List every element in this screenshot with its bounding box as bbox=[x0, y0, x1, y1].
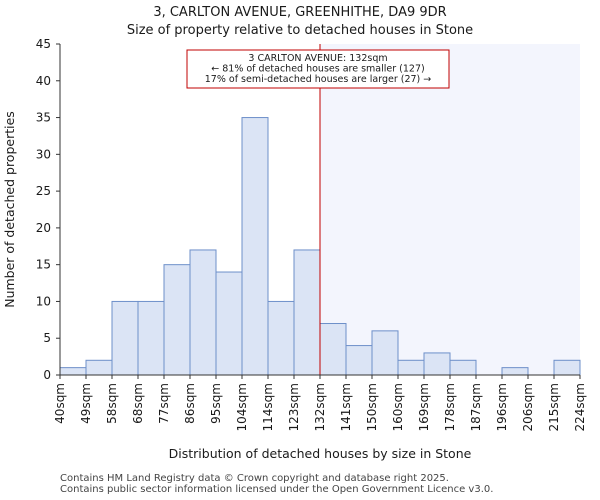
x-tick-label: 123sqm bbox=[287, 383, 301, 431]
bar-123sqm bbox=[293, 249, 321, 376]
x-tick-label: 150sqm bbox=[365, 383, 379, 431]
bar-132sqm bbox=[319, 323, 347, 376]
bar-86sqm bbox=[189, 249, 217, 376]
bar-178sqm bbox=[449, 359, 477, 376]
bar-77sqm bbox=[163, 264, 191, 376]
highlight-region bbox=[320, 44, 580, 375]
bar-95sqm bbox=[215, 271, 243, 376]
bar-150sqm bbox=[371, 330, 399, 376]
x-tick-label: 58sqm bbox=[105, 383, 119, 424]
x-tick-label: 68sqm bbox=[131, 383, 145, 424]
bar-49sqm bbox=[85, 359, 113, 376]
x-tick-label: 160sqm bbox=[391, 383, 405, 431]
chart-subtitle: Size of property relative to detached ho… bbox=[126, 23, 474, 38]
bar-196sqm bbox=[501, 367, 529, 376]
x-axis-title: Distribution of detached houses by size … bbox=[169, 446, 472, 461]
x-tick-label: 132sqm bbox=[313, 383, 327, 431]
y-tick-label: 35 bbox=[36, 111, 51, 125]
x-tick-label: 224sqm bbox=[573, 383, 587, 431]
bar-169sqm bbox=[423, 352, 451, 376]
y-axis-title: Number of detached properties bbox=[2, 111, 17, 308]
bar-215sqm bbox=[553, 359, 581, 376]
chart-title: 3, CARLTON AVENUE, GREENHITHE, DA9 9DR bbox=[153, 5, 447, 20]
x-tick-label: 77sqm bbox=[157, 383, 171, 424]
y-tick-label: 10 bbox=[36, 294, 51, 308]
x-tick-label: 215sqm bbox=[547, 383, 561, 431]
bar-58sqm bbox=[111, 300, 139, 376]
x-tick-label: 86sqm bbox=[183, 383, 197, 424]
x-tick-label: 49sqm bbox=[79, 383, 93, 424]
bar-68sqm bbox=[137, 300, 165, 376]
bar-40sqm bbox=[59, 367, 87, 376]
x-tick-label: 141sqm bbox=[339, 383, 353, 431]
y-tick-label: 45 bbox=[36, 37, 51, 51]
x-tick-label: 95sqm bbox=[209, 383, 223, 424]
footer-line-2: Contains public sector information licen… bbox=[60, 484, 494, 495]
x-tick-label: 169sqm bbox=[417, 383, 431, 431]
y-tick-label: 20 bbox=[36, 221, 51, 235]
y-tick-label: 25 bbox=[36, 184, 51, 198]
bar-114sqm bbox=[267, 300, 295, 376]
x-tick-label: 178sqm bbox=[443, 383, 457, 431]
bar-160sqm bbox=[397, 359, 425, 376]
x-tick-label: 187sqm bbox=[469, 383, 483, 431]
x-tick-label: 40sqm bbox=[53, 383, 67, 424]
annotation-line: ← 81% of detached houses are smaller (12… bbox=[211, 64, 424, 75]
annotation-line: 17% of semi-detached houses are larger (… bbox=[205, 74, 432, 85]
bar-141sqm bbox=[345, 345, 373, 376]
annotation-box bbox=[186, 49, 450, 89]
y-tick-label: 30 bbox=[36, 147, 51, 161]
x-tick-label: 104sqm bbox=[235, 383, 249, 431]
y-tick-label: 40 bbox=[36, 74, 51, 88]
x-tick-label: 206sqm bbox=[521, 383, 535, 431]
y-tick-label: 5 bbox=[43, 331, 51, 345]
y-tick-label: 15 bbox=[36, 258, 51, 272]
x-tick-label: 196sqm bbox=[495, 383, 509, 431]
y-tick-label: 0 bbox=[43, 368, 51, 382]
x-tick-label: 114sqm bbox=[261, 383, 275, 431]
bar-104sqm bbox=[241, 117, 269, 376]
annotation-line: 3 CARLTON AVENUE: 132sqm bbox=[248, 53, 387, 64]
footer-line-1: Contains HM Land Registry data © Crown c… bbox=[60, 473, 449, 484]
